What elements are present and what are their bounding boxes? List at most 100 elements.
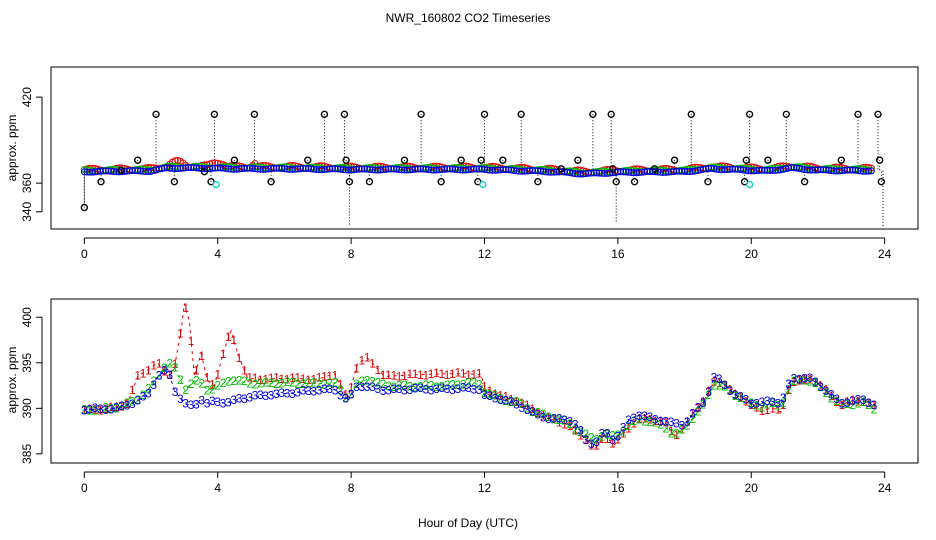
detail-marker-3: 3 [577, 424, 584, 438]
detail-marker-2: 2 [268, 376, 275, 390]
detail-marker-3: 3 [652, 412, 659, 426]
detail-marker-2: 2 [257, 377, 264, 391]
overview-point-s3 [854, 167, 862, 175]
detail-marker-3: 3 [823, 384, 830, 398]
detail-marker-3: 3 [540, 411, 547, 425]
detail-marker-2: 2 [631, 414, 638, 428]
overview-point-s3 [825, 166, 833, 174]
detail-marker-2: 2 [599, 429, 606, 443]
overview-point-s3 [176, 164, 184, 172]
overview-point-s3 [374, 166, 382, 174]
overview-point-s3 [638, 168, 646, 176]
overview-point-s3 [667, 168, 675, 176]
detail-marker-3: 3 [92, 401, 99, 415]
detail-marker-2: 2 [743, 392, 750, 406]
detail-marker-3: 3 [561, 413, 568, 427]
detail-marker-3: 3 [140, 390, 147, 404]
detail-marker-3: 3 [759, 395, 766, 409]
detail-marker-3: 3 [332, 384, 339, 398]
detail-marker-2: 2 [535, 406, 542, 420]
overview-point-s3 [617, 168, 625, 176]
detail-marker-1: 1 [348, 381, 355, 395]
detail-marker-1: 1 [225, 330, 232, 344]
detail-marker-3: 3 [486, 389, 493, 403]
detail-marker-3: 3 [198, 394, 205, 408]
overview-point-s3 [334, 165, 342, 173]
detail-marker-2: 2 [337, 383, 344, 397]
detail-marker-2: 2 [124, 396, 131, 410]
overview-point-s3 [809, 166, 817, 174]
detail-marker-3: 3 [657, 414, 664, 428]
overview-point-s3 [248, 164, 256, 172]
detail-marker-2: 2 [748, 396, 755, 410]
detail-marker-2: 2 [689, 412, 696, 426]
detail-marker-3: 3 [620, 420, 627, 434]
detail-marker-3: 3 [508, 394, 515, 408]
overview-point-s3 [387, 165, 395, 173]
overview-point-s3 [128, 167, 136, 175]
detail-y-axis: 385 390 395 400 [20, 307, 43, 464]
overview-point-s3 [315, 166, 323, 174]
detail-marker-3: 3 [481, 388, 488, 402]
overview-point-s3 [94, 167, 102, 175]
detail-marker-2: 2 [150, 374, 157, 388]
detail-marker-2: 2 [620, 424, 627, 438]
overview-point-s3 [857, 167, 865, 175]
overview-flag-point [400, 156, 409, 164]
detail-marker-2: 2 [647, 415, 654, 429]
overview-point-s3 [851, 166, 859, 174]
overview-point-s3 [838, 167, 846, 175]
detail-marker-3: 3 [380, 384, 387, 398]
detail-marker-2: 2 [358, 374, 365, 388]
detail-marker-1: 1 [807, 373, 814, 387]
overview-point-s3 [675, 167, 683, 175]
overview-point-s3 [91, 168, 99, 176]
overview-point-s3 [424, 166, 432, 174]
detail-marker-1: 1 [188, 334, 195, 348]
overview-point-s3 [574, 170, 582, 178]
detail-marker-3: 3 [871, 398, 878, 412]
detail-marker-1: 1 [748, 398, 755, 412]
overview-point-s3 [232, 165, 240, 173]
detail-marker-3: 3 [748, 397, 755, 411]
detail-marker-1: 1 [716, 376, 723, 390]
overview-point-s3 [382, 165, 390, 173]
detail-marker-1: 1 [241, 363, 248, 377]
detail-marker-3: 3 [236, 392, 243, 406]
detail-marker-1: 1 [732, 387, 739, 401]
detail-marker-1: 1 [412, 367, 419, 381]
detail-marker-1: 1 [342, 388, 349, 402]
overview-point-s3 [747, 167, 755, 175]
detail-marker-1: 1 [679, 422, 686, 436]
detail-marker-3: 3 [321, 382, 328, 396]
detail-marker-1: 1 [860, 395, 867, 409]
detail-marker-2: 2 [140, 388, 147, 402]
detail-marker-1: 1 [513, 395, 520, 409]
detail-marker-2: 2 [113, 402, 120, 416]
detail-marker-1: 1 [588, 438, 595, 452]
detail-marker-3: 3 [289, 387, 296, 401]
overview-flag-point [650, 165, 659, 173]
detail-marker-3: 3 [214, 395, 221, 409]
overview-point-s3 [843, 166, 851, 174]
overview-point-s3 [790, 164, 798, 172]
overview-point-s3 [758, 166, 766, 174]
detail-marker-3: 3 [470, 383, 477, 397]
overview-point-s3 [344, 166, 352, 174]
detail-x-tick-label: 4 [214, 481, 221, 495]
overview-point-s3 [243, 164, 251, 172]
overview-point-s3 [435, 166, 443, 174]
overview-point-s3 [283, 165, 291, 173]
overview-point-s3 [371, 166, 379, 174]
overview-point-s3 [859, 167, 867, 175]
overview-flag-point [304, 156, 312, 164]
detail-marker-1: 1 [577, 429, 584, 443]
overview-point-s3 [585, 169, 593, 177]
overview-point-s3 [99, 167, 107, 175]
detail-marker-3: 3 [460, 381, 467, 395]
detail-marker-1: 1 [380, 368, 387, 382]
overview-cyan-points [212, 180, 754, 189]
detail-marker-1: 1 [326, 369, 333, 383]
detail-marker-1: 1 [134, 368, 141, 382]
detail-marker-1: 1 [460, 366, 467, 380]
